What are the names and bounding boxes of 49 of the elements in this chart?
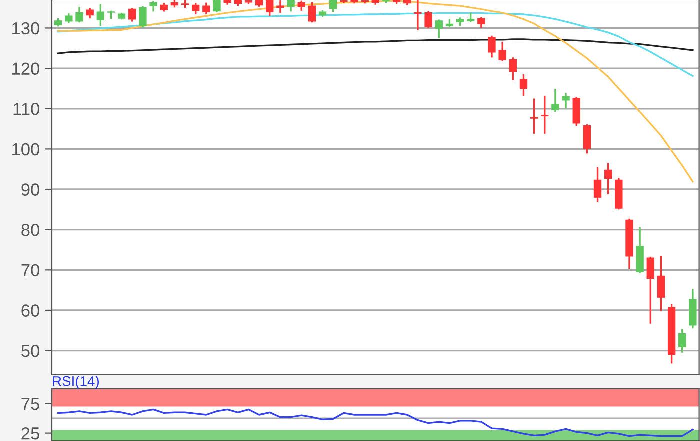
candlestick xyxy=(646,256,654,324)
candlestick xyxy=(202,2,210,15)
y-tick-label: 60 xyxy=(22,304,40,317)
candlestick xyxy=(530,98,538,134)
candlestick xyxy=(128,8,136,22)
candlestick xyxy=(340,0,348,4)
y-tick-label: 70 xyxy=(22,264,40,277)
candlestick xyxy=(541,96,549,134)
candlestick xyxy=(382,0,390,4)
candlestick xyxy=(594,167,602,202)
candlestick xyxy=(552,89,560,112)
y-tick-label: 75 xyxy=(22,398,40,410)
y-tick-label: 130 xyxy=(12,22,40,35)
candlestick xyxy=(435,20,443,38)
y-tick-label: 110 xyxy=(14,103,40,116)
candlestick xyxy=(478,17,486,28)
candlestick xyxy=(520,74,528,96)
candlestick xyxy=(266,0,274,16)
candlestick xyxy=(76,6,84,23)
candlestick xyxy=(657,256,666,312)
y-tick-label: 120 xyxy=(12,62,40,76)
line-series xyxy=(58,38,694,54)
candlestick xyxy=(361,0,369,4)
candlestick xyxy=(308,2,316,23)
line-series xyxy=(58,0,694,183)
candlestick xyxy=(139,6,147,28)
candlestick xyxy=(509,58,517,80)
candlestick xyxy=(276,0,284,13)
y-tick-label: 80 xyxy=(22,224,40,236)
candlestick xyxy=(107,10,116,19)
line-series xyxy=(58,408,694,438)
candlestick xyxy=(488,36,496,58)
candlestick xyxy=(330,0,338,12)
y-tick-label: 50 xyxy=(22,344,40,358)
candlestick xyxy=(414,0,422,30)
y-tick-label: 25 xyxy=(22,427,40,440)
candlestick xyxy=(96,4,104,26)
candlestick xyxy=(287,0,295,12)
candlestick xyxy=(192,3,200,15)
candlestick xyxy=(213,0,221,13)
candlestick xyxy=(583,124,592,154)
candlestick xyxy=(424,11,432,28)
candlestick xyxy=(498,42,506,62)
y-tick-label: 90 xyxy=(22,184,40,196)
y-tick-label: 100 xyxy=(12,143,40,156)
candlestick xyxy=(562,94,570,108)
candlestick xyxy=(604,163,612,194)
candlestick xyxy=(678,329,686,353)
chart-title: RSI(14) xyxy=(53,376,99,389)
